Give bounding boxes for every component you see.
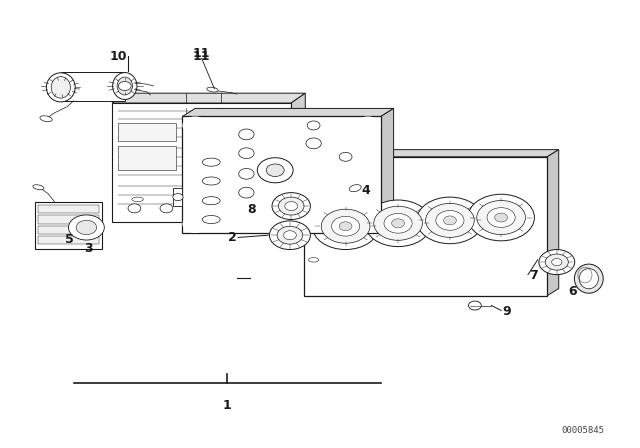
Circle shape [539,250,575,275]
Ellipse shape [132,197,143,202]
Text: 11: 11 [193,49,211,63]
Circle shape [365,200,431,246]
Circle shape [239,148,254,159]
Circle shape [285,202,298,211]
Bar [38,236,99,244]
Circle shape [307,121,320,130]
Circle shape [173,194,183,201]
Circle shape [468,301,481,310]
Circle shape [128,204,141,213]
Ellipse shape [202,215,220,224]
Circle shape [182,215,208,233]
Circle shape [321,209,370,243]
Circle shape [118,82,131,90]
Circle shape [468,194,534,241]
Text: 2: 2 [228,231,237,244]
Text: 8: 8 [248,202,256,216]
Polygon shape [275,157,291,179]
Circle shape [374,206,422,240]
Text: 3: 3 [84,242,93,255]
Ellipse shape [575,264,604,293]
Ellipse shape [33,185,44,190]
Polygon shape [112,93,305,103]
Polygon shape [547,150,559,296]
Circle shape [417,197,483,244]
Circle shape [339,152,352,161]
Polygon shape [173,188,182,206]
Circle shape [266,164,284,177]
Circle shape [239,129,254,140]
Polygon shape [182,116,381,233]
Text: 1: 1 [223,399,232,412]
Polygon shape [112,103,291,222]
Circle shape [355,215,381,233]
Bar [118,123,176,141]
Circle shape [68,215,104,240]
Circle shape [339,222,352,231]
Circle shape [384,213,412,233]
Ellipse shape [579,269,598,289]
Circle shape [487,208,515,228]
Polygon shape [61,72,125,101]
Ellipse shape [202,197,220,205]
Circle shape [436,211,464,230]
Polygon shape [291,93,305,222]
Text: 11: 11 [193,47,211,60]
Circle shape [239,187,254,198]
Circle shape [495,213,508,222]
Circle shape [426,203,474,237]
Ellipse shape [46,73,76,102]
Text: 10: 10 [109,49,127,63]
Text: 7: 7 [529,269,538,282]
Circle shape [444,216,456,225]
Bar [189,123,224,141]
Circle shape [552,258,562,266]
Bar [38,205,99,213]
Circle shape [160,204,173,213]
Bar [118,146,176,170]
Text: 4: 4 [362,184,371,197]
Bar [230,130,275,172]
Polygon shape [381,108,394,233]
Circle shape [272,193,310,220]
Bar [38,226,99,234]
Text: 6: 6 [568,284,577,298]
Ellipse shape [51,77,70,98]
Text: 9: 9 [502,305,511,318]
Circle shape [239,168,254,179]
Circle shape [284,231,296,240]
Circle shape [355,116,381,134]
Circle shape [312,203,379,250]
Polygon shape [182,108,394,116]
Circle shape [477,201,525,235]
Circle shape [332,216,360,236]
Polygon shape [304,157,547,296]
Ellipse shape [202,177,220,185]
Ellipse shape [349,185,361,192]
Ellipse shape [113,73,137,99]
Bar [189,146,224,172]
Circle shape [76,220,97,235]
Polygon shape [304,150,559,157]
Circle shape [278,197,304,215]
Ellipse shape [207,87,218,92]
Circle shape [257,158,293,183]
Circle shape [182,116,208,134]
Ellipse shape [308,258,319,262]
Ellipse shape [202,158,220,166]
Text: 5: 5 [65,233,74,246]
Circle shape [306,138,321,149]
Circle shape [269,221,310,250]
Ellipse shape [40,116,52,122]
Ellipse shape [308,190,319,195]
Circle shape [277,226,303,244]
Text: 00005845: 00005845 [562,426,605,435]
Polygon shape [35,202,102,249]
Circle shape [545,254,568,270]
Bar [38,215,99,224]
Ellipse shape [117,77,132,95]
Circle shape [392,219,404,228]
